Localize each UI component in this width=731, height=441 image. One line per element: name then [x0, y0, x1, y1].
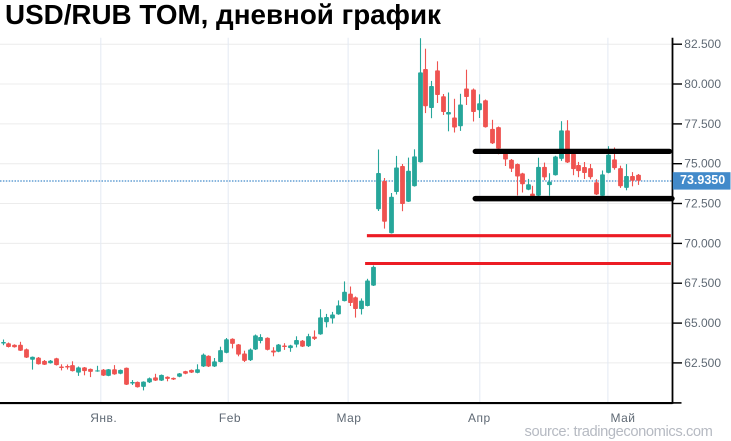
svg-text:Апр: Апр — [468, 411, 491, 425]
svg-text:65.000: 65.000 — [684, 316, 721, 330]
svg-text:Янв.: Янв. — [90, 411, 117, 425]
svg-text:80.000: 80.000 — [684, 77, 721, 91]
svg-text:82.500: 82.500 — [684, 37, 721, 51]
svg-text:72.500: 72.500 — [684, 197, 721, 211]
svg-text:source: tradingeconomics.com: source: tradingeconomics.com — [525, 424, 713, 440]
svg-text:Мар: Мар — [337, 411, 362, 425]
svg-text:67.500: 67.500 — [684, 276, 721, 290]
svg-text:73.9350: 73.9350 — [680, 173, 725, 187]
svg-text:70.000: 70.000 — [684, 236, 721, 250]
svg-text:62.500: 62.500 — [684, 356, 721, 370]
svg-text:Feb: Feb — [219, 411, 241, 425]
svg-text:Май: Май — [610, 411, 635, 425]
svg-text:77.500: 77.500 — [684, 117, 721, 131]
svg-text:USD/RUB TOM, дневной график: USD/RUB TOM, дневной график — [5, 0, 441, 30]
svg-text:75.000: 75.000 — [684, 157, 721, 171]
